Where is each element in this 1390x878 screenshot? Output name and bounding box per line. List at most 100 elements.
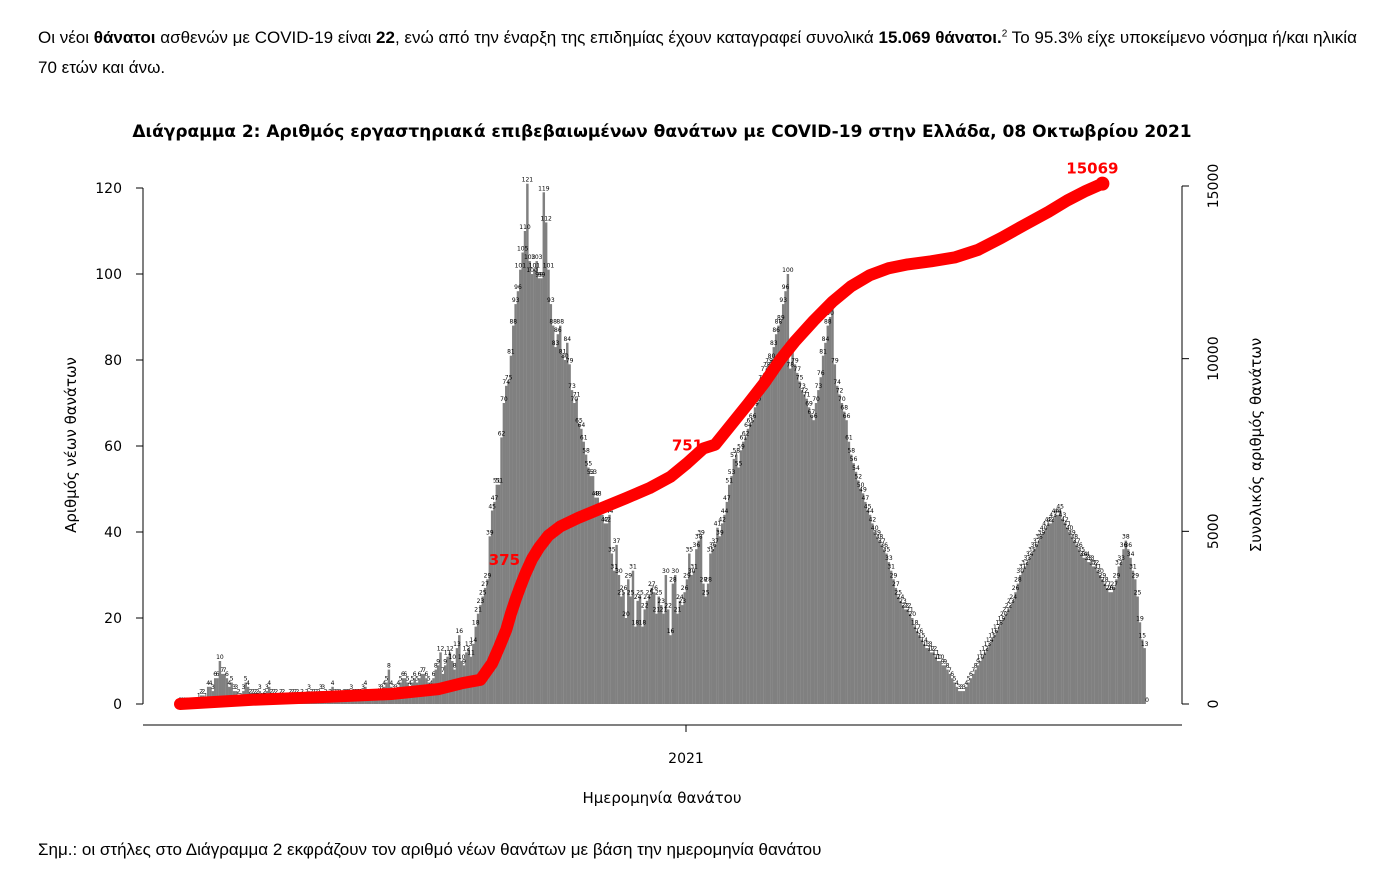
bar-value-label: 17 — [913, 624, 921, 631]
chart-title: Διάγραμμα 2: Αριθμός εργαστηριακά επιβεβ… — [132, 122, 1191, 142]
bar — [544, 222, 548, 704]
bar — [681, 605, 684, 704]
bar — [537, 278, 541, 704]
bar — [1011, 600, 1015, 704]
bar — [784, 291, 787, 704]
bar-value-label: 23 — [899, 598, 907, 605]
bar-value-label: 11 — [932, 650, 940, 657]
bar — [669, 635, 672, 704]
bar — [662, 613, 665, 704]
bar-value-label: 6 — [950, 671, 954, 678]
bar — [1098, 575, 1102, 704]
bar-value-label: 6 — [413, 671, 417, 678]
bar-value-label: 8 — [434, 663, 438, 670]
bar — [526, 183, 529, 704]
bar-value-label: 70 — [838, 396, 846, 403]
bar-value-label: 19 — [998, 615, 1006, 622]
bar-value-label: 29 — [1113, 572, 1121, 579]
bar — [1030, 553, 1034, 704]
bar-value-label: 3 — [957, 684, 961, 691]
bar-value-label: 47 — [862, 495, 870, 502]
bar-value-label: 38 — [1122, 534, 1130, 541]
bar-value-label: 23 — [657, 598, 665, 605]
bar — [674, 575, 677, 704]
bar-value-label: 30 — [615, 568, 623, 575]
bar-value-label: 1 — [204, 693, 208, 700]
bar-value-label: 28 — [669, 577, 677, 584]
bar-value-label: 13 — [465, 641, 473, 648]
bar-value-label: 47 — [491, 495, 499, 502]
bar — [744, 437, 747, 704]
bar — [563, 360, 567, 704]
bar-value-label: 25 — [646, 590, 654, 597]
bar-value-label: 48 — [592, 491, 600, 498]
bar-value-label: 12 — [446, 645, 454, 652]
bar-value-label: 9 — [943, 658, 947, 665]
bar-value-label: 45 — [864, 504, 872, 511]
bar-value-label: 5 — [244, 676, 248, 683]
bar-value-label: 61 — [845, 435, 853, 442]
bar — [657, 596, 661, 704]
bar — [709, 553, 712, 704]
bar — [814, 403, 818, 704]
bar-value-label: 34 — [1082, 551, 1090, 558]
bar-value-label: 3 — [378, 684, 382, 691]
bar — [650, 587, 653, 704]
bar-value-label: 37 — [1073, 538, 1081, 545]
bar — [521, 252, 524, 704]
bar-value-label: 28 — [704, 577, 712, 584]
bar — [1124, 540, 1128, 704]
bar-value-label: 29 — [1099, 572, 1107, 579]
bar-value-label: 62 — [742, 430, 750, 437]
bar — [873, 532, 876, 704]
bar-value-label: 42 — [869, 516, 877, 523]
bar-value-label: 42 — [603, 516, 611, 523]
bar-value-label: 44 — [866, 508, 874, 515]
bar-value-label: 70 — [500, 396, 508, 403]
cumulative-line — [174, 177, 1109, 710]
bar — [671, 583, 675, 704]
bar-value-label: 45 — [1056, 504, 1064, 511]
bar-value-label: 101 — [543, 263, 555, 270]
bar-value-label: 38 — [1070, 534, 1078, 541]
bar — [519, 269, 522, 704]
bar — [878, 540, 881, 704]
bar-value-label: 73 — [568, 383, 576, 390]
bar — [535, 261, 538, 704]
bar — [824, 342, 827, 704]
bar-value-label: 20 — [1000, 611, 1008, 618]
intro-bold-total-deaths: 15.069 θάνατοι. — [878, 28, 1002, 47]
bar-value-label: 15 — [988, 633, 996, 640]
bar-value-label: 2 — [279, 688, 283, 695]
bar — [481, 596, 485, 704]
bar — [826, 325, 830, 704]
y2-tick-label: 5000 — [1206, 514, 1222, 550]
bar-value-label: 3 — [361, 684, 365, 691]
bar-value-label: 61 — [580, 435, 588, 442]
bar — [683, 592, 686, 704]
bar-value-label: 51 — [725, 478, 733, 485]
intro-bold-new-deaths: 22 — [376, 28, 395, 47]
bar-value-label: 86 — [772, 327, 780, 334]
bar-value-label: 33 — [1117, 555, 1125, 562]
bar — [439, 652, 442, 704]
bar — [866, 510, 869, 704]
bar-value-label: 25 — [1134, 590, 1142, 597]
bar-value-label: 12 — [981, 645, 989, 652]
bar — [502, 403, 506, 704]
bar-value-label: 3 — [321, 684, 325, 691]
bar-value-label: 8 — [387, 663, 391, 670]
bar-value-label: 72 — [801, 387, 809, 394]
bar — [889, 570, 893, 704]
bar-value-label: 9 — [436, 658, 440, 665]
bar-value-label: 51 — [495, 478, 503, 485]
bar-value-label: 33 — [1087, 555, 1095, 562]
bar — [1091, 566, 1095, 704]
footnote-marker[interactable]: 2 — [1001, 28, 1008, 40]
bar-value-label: 53 — [587, 469, 595, 476]
bar — [723, 514, 726, 704]
bar-value-label: 31 — [1019, 564, 1027, 571]
bar-value-label: 3 — [211, 684, 215, 691]
bar-value-label: 81 — [559, 349, 567, 356]
bar-value-label: 26 — [1108, 585, 1116, 592]
